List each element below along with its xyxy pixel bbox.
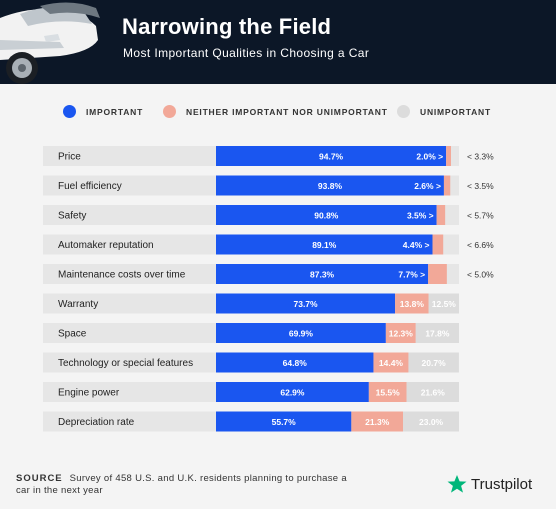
data-label-neither: 2.6% > [414,181,441,191]
data-label-unimportant: < 5.7% [467,211,494,221]
bar-important [216,382,369,402]
data-label-important: 89.1% [312,240,337,250]
bar-neither [446,146,451,166]
legend-label-important: IMPORTANT [86,106,144,117]
data-label-unimportant: 23.0% [419,417,444,427]
data-label-important: 87.3% [310,270,335,280]
bar-important [216,264,429,284]
chart-subtitle: Most Important Qualities in Choosing a C… [123,46,370,60]
bar-important [216,293,396,314]
category-label: Engine power [58,388,120,399]
category-label: Technology or special features [58,358,193,369]
data-label-important: 69.9% [289,329,314,339]
bar-neither [368,382,407,402]
legend-swatch-unimportant [397,105,410,118]
bar-important [216,146,447,166]
data-label-important: 62.9% [280,388,305,398]
legend-swatch-important [63,105,76,118]
bar-important [216,411,352,432]
bar-neither [351,411,404,432]
source-note: SOURCE Survey of 458 U.S. and U.K. resid… [16,473,356,497]
data-label-important: 73.7% [293,299,318,309]
legend-item-important: IMPORTANT [63,105,143,118]
data-label-neither: 3.5% > [407,211,434,221]
star-icon [447,475,467,493]
legend-item-neither: NEITHER IMPORTANT NOR UNIMPORTANT [163,105,388,118]
category-label: Price [58,152,81,163]
source-label: SOURCE [16,473,63,484]
data-label-important: 64.8% [283,358,308,368]
bar-neither [436,205,446,225]
brand-logo: Trustpilot [447,474,532,494]
source-text: Survey of 458 U.S. and U.K. residents pl… [16,473,347,496]
category-label: Fuel efficiency [58,181,122,192]
data-label-neither: 21.3% [365,417,390,427]
data-label-neither: 13.8% [400,299,425,309]
data-label-important: 94.7% [319,152,344,162]
data-label-neither: 15.5% [376,388,401,398]
bar-neither [373,352,409,373]
category-label: Maintenance costs over time [58,270,186,281]
bar-important [216,234,433,255]
bar-neither [395,293,429,314]
data-label-unimportant: 21.6% [421,388,446,398]
category-label: Warranty [58,299,98,310]
category-label: Depreciation rate [58,417,135,428]
data-label-neither: 7.7% > [398,270,425,280]
data-label-unimportant: < 3.3% [467,152,494,162]
data-label-unimportant: 12.5% [432,299,457,309]
bar-unimportant [408,352,459,373]
data-label-important: 93.8% [318,181,343,191]
car-illustration [0,2,100,84]
bar-unimportant [428,293,459,314]
bar-unimportant [415,323,459,343]
bar-important [216,175,444,196]
chart-title: Narrowing the Field [122,14,332,39]
bar-important [216,323,386,343]
data-label-unimportant: < 6.6% [467,240,494,250]
legend-label-unimportant: UNIMPORTANT [420,106,491,117]
legend-swatch-neither [163,105,176,118]
data-label-important: 55.7% [272,417,297,427]
category-label: Automaker reputation [58,240,154,251]
category-label: Space [58,329,87,340]
data-label-unimportant: < 3.5% [467,181,494,191]
bar-unimportant [403,411,459,432]
bar-neither [432,234,444,255]
bar-neither [443,175,451,196]
data-label-unimportant: 17.8% [425,329,450,339]
header-banner: Narrowing the Field Most Important Quali… [0,0,556,84]
bar-neither [428,264,447,284]
brand-name: Trustpilot [471,475,533,493]
data-label-unimportant: < 5.0% [467,270,494,280]
data-label-unimportant: 20.7% [422,358,447,368]
bar-neither [385,323,416,343]
legend: IMPORTANT NEITHER IMPORTANT NOR UNIMPORT… [0,100,556,124]
data-label-important: 90.8% [314,211,339,221]
data-label-neither: 2.0% > [416,152,443,162]
data-label-neither: 14.4% [379,358,404,368]
legend-label-neither: NEITHER IMPORTANT NOR UNIMPORTANT [186,106,388,117]
bar-important [216,352,374,373]
category-label: Safety [58,211,86,222]
bar-important [216,205,437,225]
bar-unimportant [406,382,459,402]
legend-item-unimportant: UNIMPORTANT [397,105,491,118]
data-label-neither: 4.4% > [403,240,430,250]
data-label-neither: 12.3% [389,329,414,339]
